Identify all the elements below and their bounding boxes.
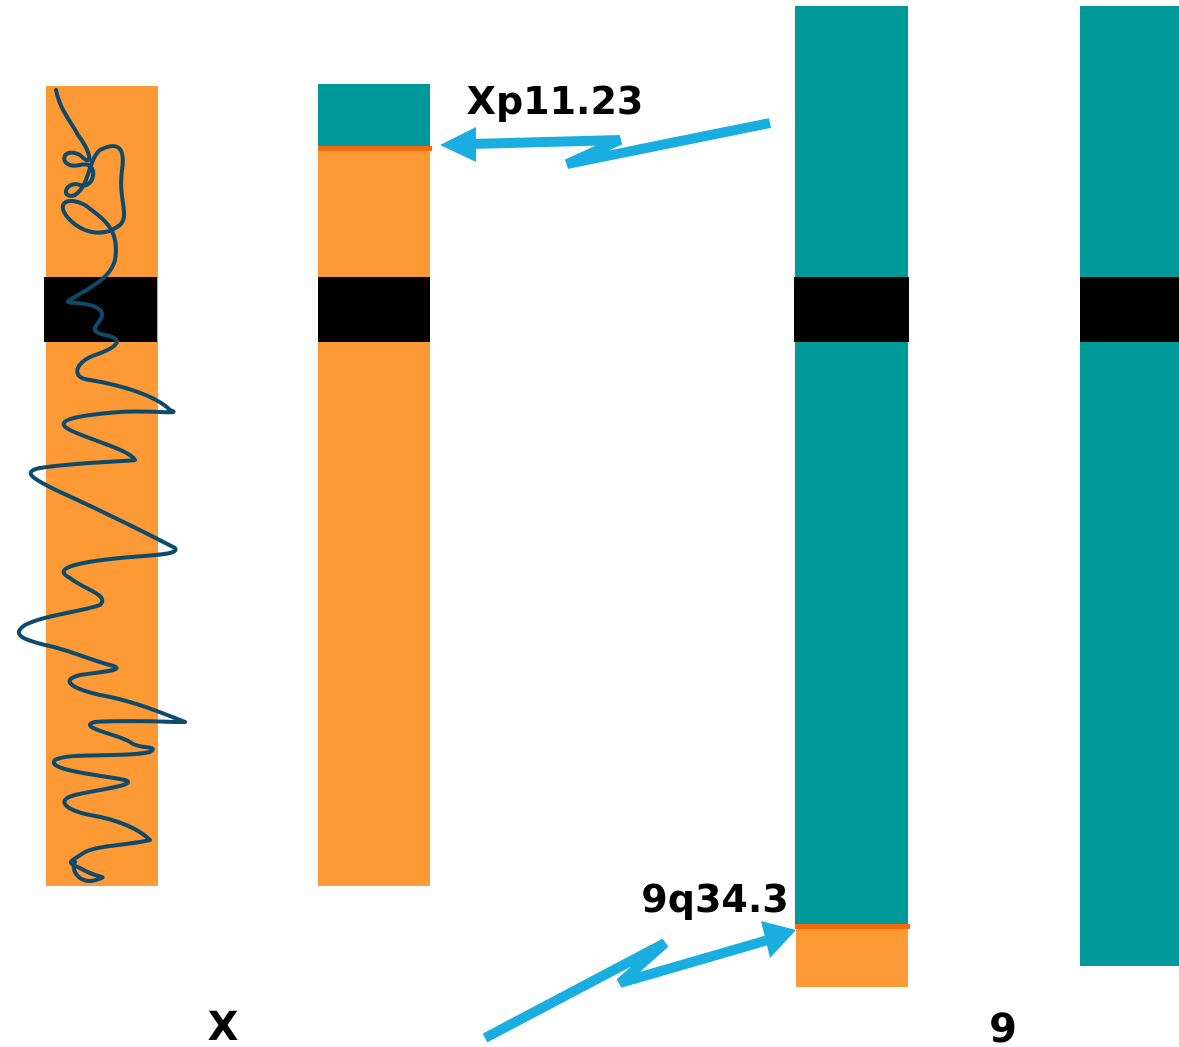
translocated-segment bbox=[318, 84, 430, 148]
breakpoint-label: Xp11.23 bbox=[467, 79, 644, 123]
centromere bbox=[794, 277, 909, 342]
chromosome-label: 9 bbox=[989, 1006, 1017, 1047]
arrow bbox=[485, 940, 768, 1038]
page: {"breakpoints": [{"label": "Xp11.23"}, {… bbox=[0, 0, 1179, 1047]
breakpoint-label: 9q34.3 bbox=[641, 877, 788, 921]
translocated-segment bbox=[796, 928, 908, 987]
breakpoint-line bbox=[795, 924, 910, 929]
chromosome-9-derivative bbox=[795, 6, 908, 926]
centromere bbox=[318, 277, 430, 342]
centromere bbox=[1080, 277, 1179, 342]
diagram: Xp11.23 9q34.3 X 9 bbox=[0, 0, 1179, 1047]
chromosome-9-normal bbox=[1080, 6, 1179, 966]
chromosome-label: X bbox=[208, 1004, 239, 1047]
arrowhead bbox=[440, 127, 476, 162]
arrow bbox=[470, 123, 770, 164]
arrowhead bbox=[761, 921, 796, 958]
breakpoint-line bbox=[318, 146, 432, 151]
chromosome-x-derivative bbox=[318, 148, 430, 886]
